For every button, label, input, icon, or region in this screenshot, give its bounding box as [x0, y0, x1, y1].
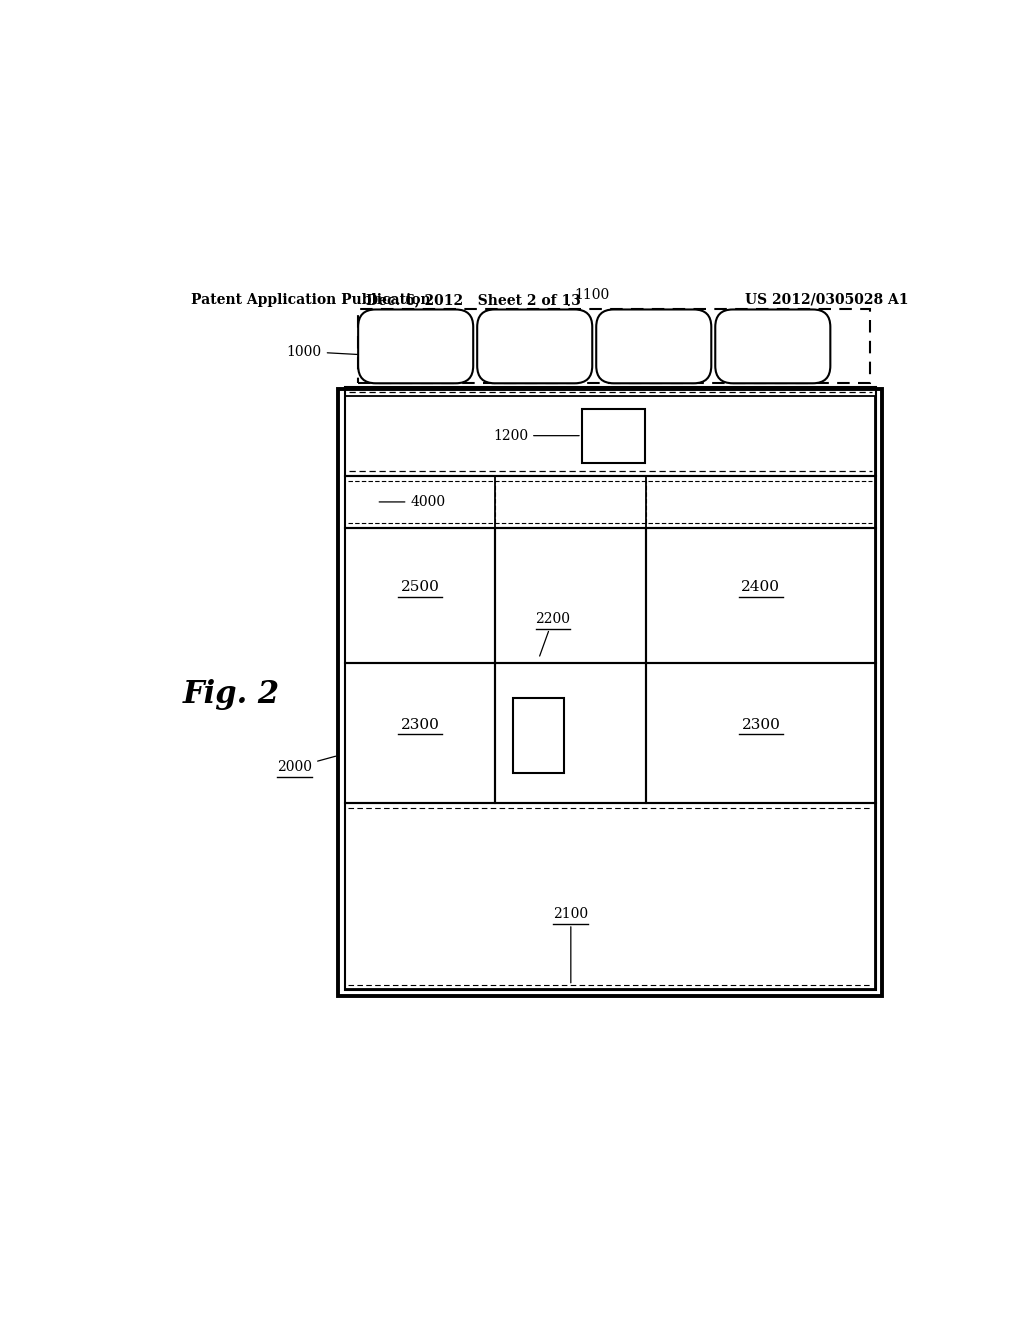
Bar: [345, 803, 876, 990]
Bar: [338, 389, 882, 997]
Text: 2300: 2300: [741, 718, 780, 731]
Bar: [345, 396, 874, 989]
Text: 4000: 4000: [379, 495, 445, 510]
Bar: [345, 477, 876, 528]
Bar: [646, 528, 876, 663]
Text: US 2012/0305028 A1: US 2012/0305028 A1: [744, 293, 908, 308]
Text: Dec. 6, 2012   Sheet 2 of 13: Dec. 6, 2012 Sheet 2 of 13: [366, 293, 581, 308]
Bar: [496, 663, 646, 803]
Text: 2400: 2400: [741, 581, 780, 594]
Text: Patent Application Publication: Patent Application Publication: [191, 293, 431, 308]
Bar: [496, 528, 646, 663]
Text: 2300: 2300: [400, 718, 439, 731]
Text: 1000: 1000: [287, 345, 359, 359]
Text: 2000: 2000: [278, 756, 336, 775]
Text: 2100: 2100: [553, 907, 589, 983]
Bar: [345, 663, 496, 803]
Bar: [513, 697, 564, 774]
Text: 1200: 1200: [493, 429, 580, 442]
Bar: [345, 387, 876, 477]
Text: 1100: 1100: [568, 288, 610, 305]
FancyBboxPatch shape: [477, 309, 592, 383]
Text: Fig. 2: Fig. 2: [182, 678, 280, 710]
Bar: [646, 663, 876, 803]
FancyBboxPatch shape: [358, 309, 473, 383]
FancyBboxPatch shape: [596, 309, 712, 383]
FancyBboxPatch shape: [716, 309, 830, 383]
Bar: [345, 528, 496, 663]
Text: 2200: 2200: [536, 612, 570, 656]
Text: 2500: 2500: [400, 581, 439, 594]
Bar: [358, 309, 870, 383]
Bar: [582, 409, 645, 462]
